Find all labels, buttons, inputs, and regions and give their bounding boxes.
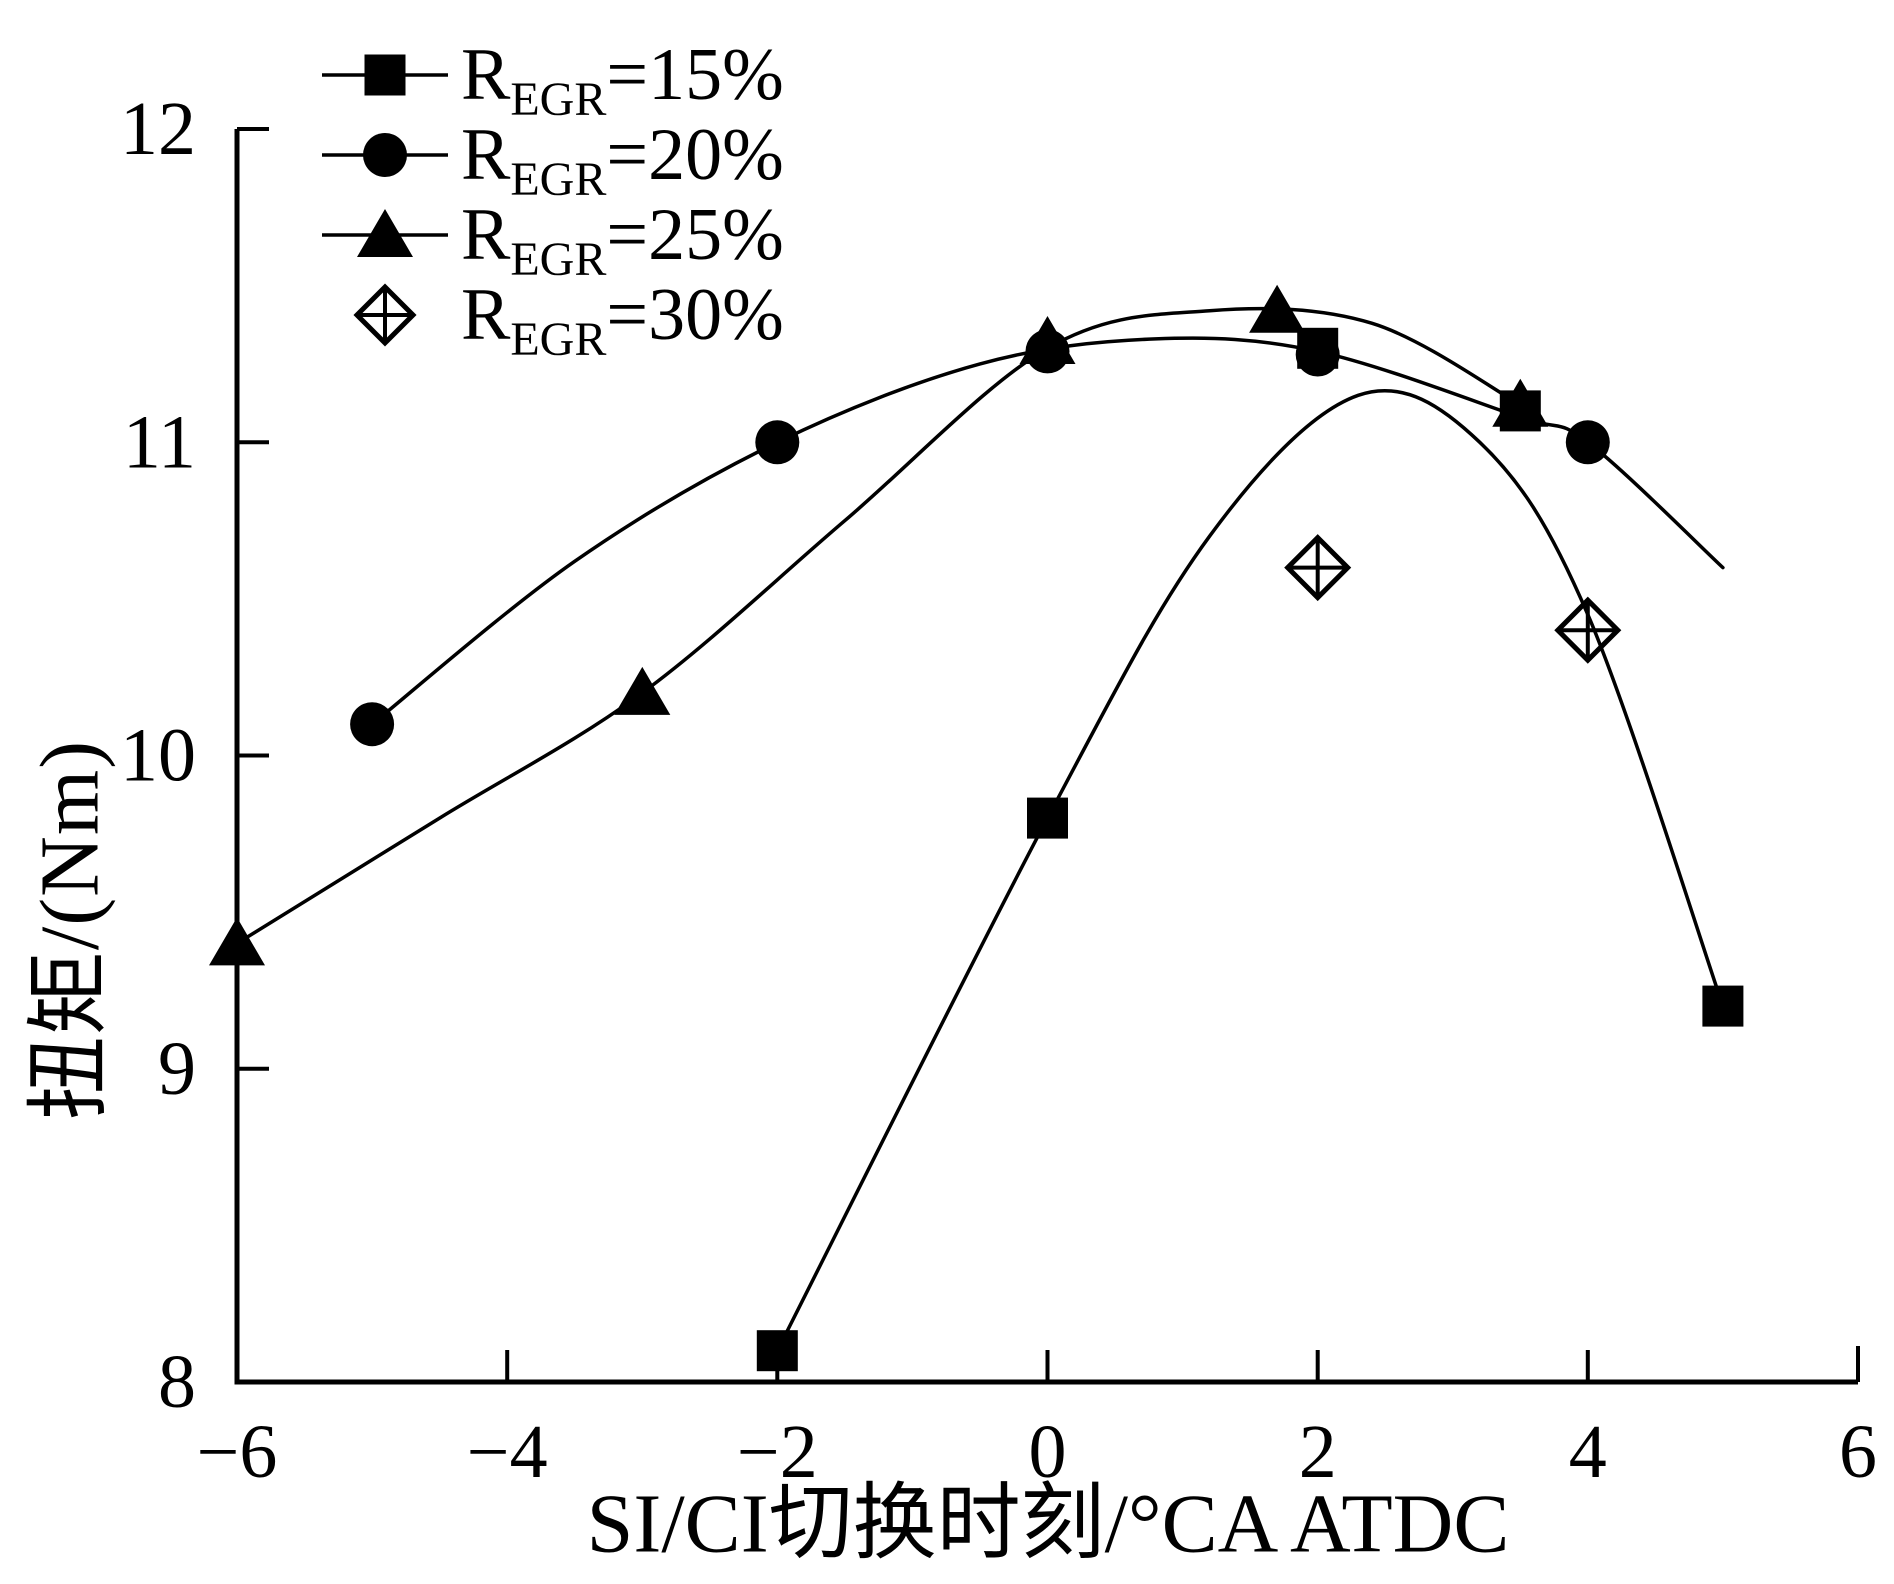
legend: REGR=15% REGR=20% REGR=25% REGR=30%	[322, 34, 784, 366]
legend-item-regr-30: REGR=30%	[322, 274, 784, 366]
axes	[234, 127, 1860, 1385]
x-tick-label: 2	[1299, 1410, 1337, 1494]
x-tick-label: −2	[737, 1410, 818, 1494]
legend-item-regr-15: REGR=15%	[322, 34, 784, 126]
legend-item-regr-25: REGR=25%	[322, 194, 784, 286]
x-tick-label: 6	[1839, 1410, 1877, 1494]
y-tick-label: 8	[158, 1340, 196, 1424]
series-markers-2	[209, 284, 1549, 966]
y-axis-title: 扭矩/(Nm)	[23, 739, 117, 1121]
legend-label-regr-25: REGR=25%	[461, 194, 784, 286]
legend-item-regr-20: REGR=20%	[322, 114, 784, 206]
legend-label-regr-15: REGR=15%	[461, 34, 784, 126]
y-tick-label: 12	[120, 87, 196, 171]
series-curve-2	[235, 306, 1523, 946]
legend-marker-diamond-icon	[353, 283, 417, 347]
series-markers-1	[350, 329, 1610, 747]
tick-labels: 8 9 10 11 12 −6 −4 −2 0 2 4 6	[120, 87, 1877, 1494]
x-axis-title: SI/CI切换时刻/°CA ATDC	[586, 1477, 1510, 1571]
series-curve-1	[370, 336, 1725, 726]
y-tick-label: 9	[158, 1027, 196, 1111]
legend-marker-circle-icon	[322, 133, 448, 177]
legend-marker-triangle-icon	[322, 209, 448, 257]
y-tick-label: 10	[120, 714, 196, 798]
x-tick-label: −6	[197, 1410, 278, 1494]
x-tick-label: 4	[1569, 1410, 1607, 1494]
x-tick-label: 0	[1029, 1410, 1067, 1494]
y-tick-label: 11	[123, 400, 196, 484]
legend-label-regr-30: REGR=30%	[461, 274, 784, 366]
legend-label-regr-20: REGR=20%	[461, 114, 784, 206]
legend-marker-square-icon	[322, 54, 448, 96]
series-markers-3	[1284, 534, 1622, 664]
x-tick-label: −4	[467, 1410, 548, 1494]
series-markers-0	[756, 327, 1744, 1372]
series-curve-0	[775, 388, 1725, 1353]
